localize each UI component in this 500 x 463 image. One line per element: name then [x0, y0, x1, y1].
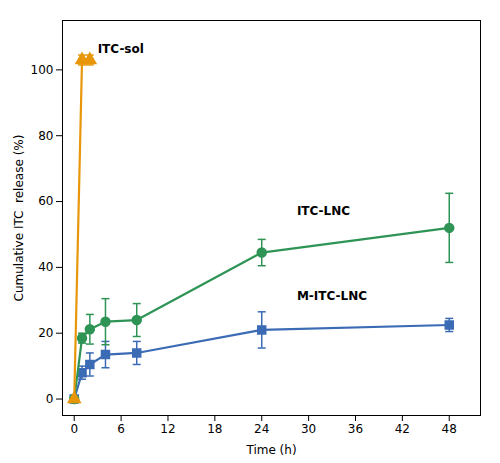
svg-text:M-ITC-LNC: M-ITC-LNC	[297, 289, 367, 303]
svg-text:ITC-LNC: ITC-LNC	[297, 204, 350, 218]
svg-text:6: 6	[117, 422, 125, 436]
svg-text:12: 12	[160, 422, 175, 436]
svg-text:20: 20	[38, 326, 53, 340]
svg-text:40: 40	[38, 260, 53, 274]
svg-text:48: 48	[442, 422, 457, 436]
svg-text:Time (h): Time (h)	[245, 443, 296, 457]
svg-text:100: 100	[31, 63, 54, 77]
svg-text:Cumulative ITC release (%): Cumulative ITC release (%)	[12, 135, 26, 302]
svg-text:36: 36	[348, 422, 363, 436]
svg-text:80: 80	[38, 129, 53, 143]
svg-text:18: 18	[207, 422, 222, 436]
svg-text:ITC-sol: ITC-sol	[98, 42, 144, 56]
svg-text:0: 0	[70, 422, 78, 436]
svg-text:0: 0	[46, 392, 54, 406]
svg-text:24: 24	[254, 422, 269, 436]
svg-text:30: 30	[301, 422, 316, 436]
svg-text:42: 42	[395, 422, 410, 436]
svg-text:60: 60	[38, 194, 53, 208]
